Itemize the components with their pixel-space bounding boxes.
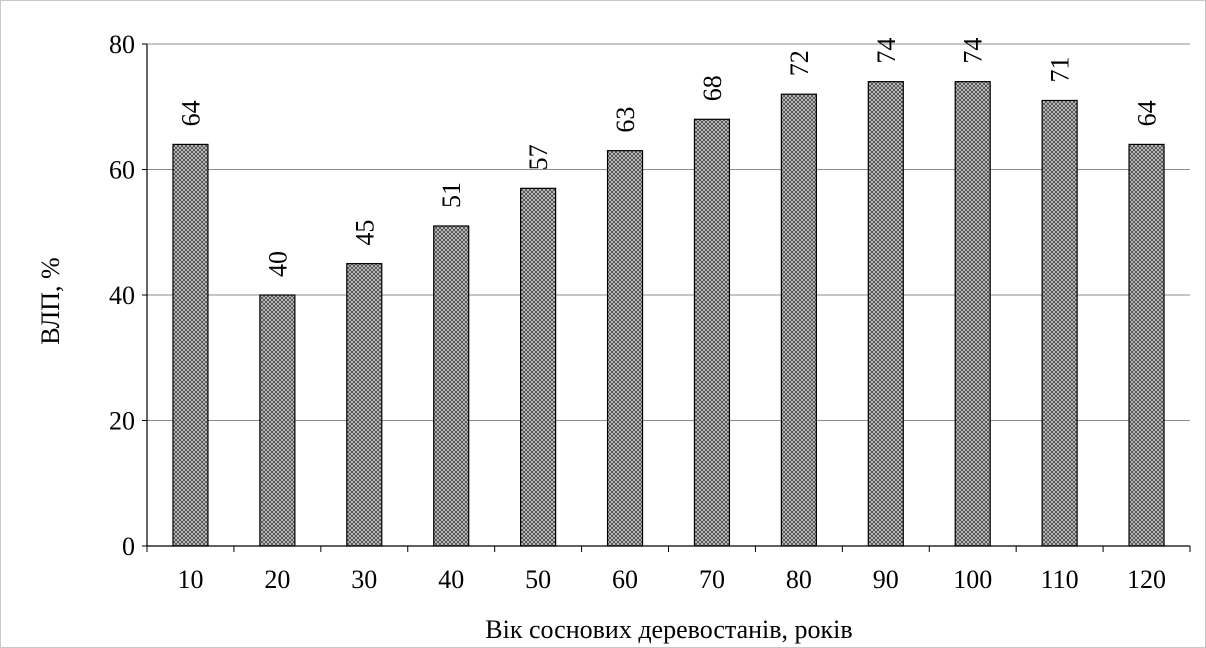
- data-label: 64: [1133, 100, 1162, 126]
- axes: 0 20 40 60 80 10 20 30 40 50 60 70 80 90 100 110 120: [109, 30, 1191, 594]
- bar: [606, 150, 644, 547]
- gridlines: [147, 43, 1190, 421]
- data-labels: 64 40 45 51 57 63 68 72 74 74 71 64: [176, 38, 1161, 277]
- x-tick-label: 40: [438, 565, 464, 594]
- data-label: 51: [437, 182, 466, 208]
- y-tick-label: 80: [109, 30, 135, 59]
- bar: [693, 118, 731, 547]
- data-label: 64: [176, 100, 205, 126]
- x-tick-label: 60: [612, 565, 638, 594]
- bar: [172, 143, 209, 547]
- x-tick-label: 110: [1041, 565, 1079, 594]
- x-tick-label: 120: [1127, 565, 1166, 594]
- data-label: 74: [872, 38, 901, 64]
- x-tick-label: 10: [177, 565, 203, 594]
- data-label: 57: [524, 144, 553, 170]
- y-axis-label: ВЛП, %: [36, 257, 65, 344]
- bar: [867, 81, 904, 547]
- x-tick-label: 30: [351, 565, 377, 594]
- data-label: 72: [785, 50, 814, 76]
- x-tick-label: 20: [264, 565, 290, 594]
- bar: [433, 225, 470, 547]
- bar: [520, 187, 557, 547]
- x-tick-label: 70: [699, 565, 725, 594]
- x-tick-label: 100: [953, 565, 992, 594]
- data-label: 71: [1046, 56, 1075, 82]
- x-axis-label: Вік соснових деревостанів, років: [485, 615, 852, 644]
- x-tick-label: 90: [873, 565, 899, 594]
- bar: [1128, 143, 1165, 547]
- x-tick-label: 50: [525, 565, 551, 594]
- y-tick-label: 40: [109, 281, 135, 310]
- data-label: 63: [611, 107, 640, 133]
- y-tick-label: 20: [109, 407, 135, 436]
- data-label: 68: [698, 75, 727, 101]
- data-label: 74: [959, 38, 988, 64]
- data-label: 40: [263, 251, 292, 277]
- x-tick-label: 80: [786, 565, 812, 594]
- bar: [1041, 99, 1078, 547]
- bar: [259, 294, 296, 547]
- bars: [172, 81, 1165, 547]
- bar: [954, 81, 991, 547]
- data-label: 45: [350, 220, 379, 246]
- bar: [346, 263, 383, 547]
- bar: [780, 93, 817, 547]
- y-tick-label: 60: [109, 156, 135, 185]
- y-tick-label: 0: [122, 532, 135, 561]
